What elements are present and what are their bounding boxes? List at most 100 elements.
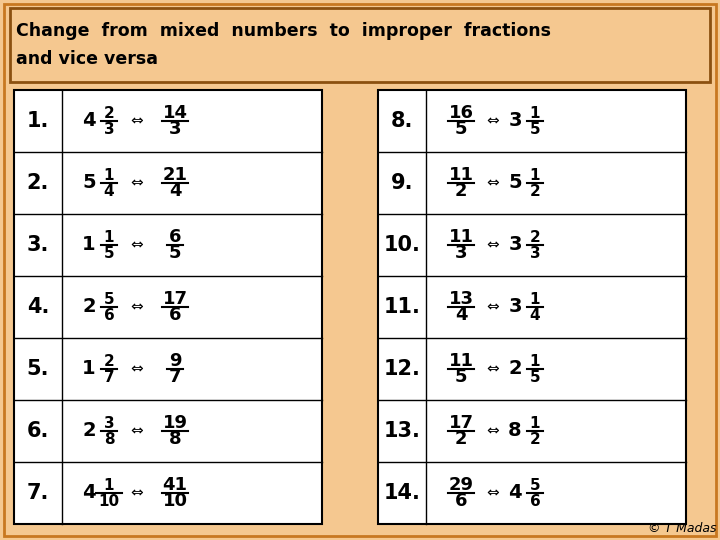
Text: 4: 4: [82, 483, 96, 503]
Text: 5: 5: [455, 368, 467, 386]
Text: 14.: 14.: [384, 483, 420, 503]
Text: 9: 9: [168, 352, 181, 370]
Text: 14: 14: [163, 104, 187, 122]
Text: 1: 1: [530, 292, 540, 307]
Text: 8: 8: [104, 431, 114, 447]
Text: 16: 16: [449, 104, 474, 122]
Text: 5: 5: [104, 292, 114, 307]
Text: ⇔: ⇔: [130, 113, 143, 129]
Text: 6: 6: [530, 494, 541, 509]
Text: 1: 1: [530, 167, 540, 183]
Text: 19: 19: [163, 414, 187, 432]
Text: ⇔: ⇔: [130, 485, 143, 501]
Text: 2: 2: [530, 184, 541, 199]
Text: 6: 6: [104, 307, 114, 322]
Text: ⇔: ⇔: [487, 300, 500, 314]
Text: 1: 1: [104, 477, 114, 492]
Text: 4: 4: [82, 111, 96, 131]
Text: 2: 2: [455, 430, 467, 448]
Text: 2.: 2.: [27, 173, 49, 193]
Text: 2: 2: [530, 431, 541, 447]
Text: Change  from  mixed  numbers  to  improper  fractions: Change from mixed numbers to improper fr…: [16, 22, 551, 40]
Text: ⇔: ⇔: [487, 361, 500, 376]
Text: 9.: 9.: [391, 173, 413, 193]
Text: 3: 3: [168, 120, 181, 138]
Text: 1: 1: [104, 230, 114, 245]
Text: ⇔: ⇔: [487, 238, 500, 253]
Text: 5: 5: [530, 477, 540, 492]
Text: 5: 5: [455, 120, 467, 138]
Text: 41: 41: [163, 476, 187, 494]
Text: 6: 6: [168, 306, 181, 324]
Text: 4: 4: [104, 184, 114, 199]
Text: 11: 11: [449, 166, 474, 184]
Text: 3: 3: [530, 246, 540, 260]
Text: 2: 2: [104, 354, 114, 368]
Text: 10: 10: [99, 494, 120, 509]
Text: 3.: 3.: [27, 235, 49, 255]
Text: 1: 1: [530, 105, 540, 120]
Text: 3: 3: [508, 111, 522, 131]
Text: 3: 3: [508, 235, 522, 254]
Text: 11: 11: [449, 352, 474, 370]
Text: 5.: 5.: [27, 359, 49, 379]
Text: 12.: 12.: [384, 359, 420, 379]
Text: ⇔: ⇔: [130, 300, 143, 314]
Text: 3: 3: [104, 415, 114, 430]
Bar: [14, 90, 322, 524]
Text: 5: 5: [168, 244, 181, 262]
Text: 2: 2: [82, 422, 96, 441]
Text: and vice versa: and vice versa: [16, 50, 158, 68]
Text: ⇔: ⇔: [130, 176, 143, 191]
Text: ⇔: ⇔: [130, 238, 143, 253]
Text: © T Madas: © T Madas: [647, 522, 716, 535]
Text: 5: 5: [508, 173, 522, 192]
Text: 3: 3: [104, 122, 114, 137]
Text: ⇔: ⇔: [487, 485, 500, 501]
Bar: [378, 90, 686, 524]
Text: 5: 5: [82, 173, 96, 192]
Text: 4.: 4.: [27, 297, 49, 317]
Text: 10.: 10.: [384, 235, 420, 255]
Text: 5: 5: [530, 122, 540, 137]
Text: 11: 11: [449, 228, 474, 246]
Text: ⇔: ⇔: [130, 423, 143, 438]
Text: 7: 7: [104, 369, 114, 384]
Text: 2: 2: [530, 230, 541, 245]
Text: 1: 1: [82, 235, 96, 254]
Text: 29: 29: [449, 476, 474, 494]
Text: 8.: 8.: [391, 111, 413, 131]
Text: 7: 7: [168, 368, 181, 386]
Bar: [10, 8, 710, 82]
Text: 1.: 1.: [27, 111, 49, 131]
Text: 21: 21: [163, 166, 187, 184]
Text: 4: 4: [455, 306, 467, 324]
Text: 13: 13: [449, 290, 474, 308]
Text: 1: 1: [530, 354, 540, 368]
Text: 17: 17: [163, 290, 187, 308]
Text: 1: 1: [530, 415, 540, 430]
Text: 13.: 13.: [384, 421, 420, 441]
Text: ⇔: ⇔: [487, 113, 500, 129]
Text: 5: 5: [530, 369, 540, 384]
Text: 2: 2: [104, 105, 114, 120]
Text: ⇔: ⇔: [487, 423, 500, 438]
Text: 4: 4: [530, 307, 540, 322]
Text: 5: 5: [104, 246, 114, 260]
Text: 1: 1: [104, 167, 114, 183]
Text: 7.: 7.: [27, 483, 49, 503]
Text: 2: 2: [455, 182, 467, 200]
Text: ⇔: ⇔: [130, 361, 143, 376]
Text: 6: 6: [455, 492, 467, 510]
Text: 4: 4: [508, 483, 522, 503]
Text: 3: 3: [455, 244, 467, 262]
Text: 8: 8: [508, 422, 522, 441]
Text: 17: 17: [449, 414, 474, 432]
Text: 8: 8: [168, 430, 181, 448]
Text: 2: 2: [82, 298, 96, 316]
Text: 2: 2: [508, 360, 522, 379]
Text: 6.: 6.: [27, 421, 49, 441]
Text: 10: 10: [163, 492, 187, 510]
Text: 6: 6: [168, 228, 181, 246]
Text: 4: 4: [168, 182, 181, 200]
